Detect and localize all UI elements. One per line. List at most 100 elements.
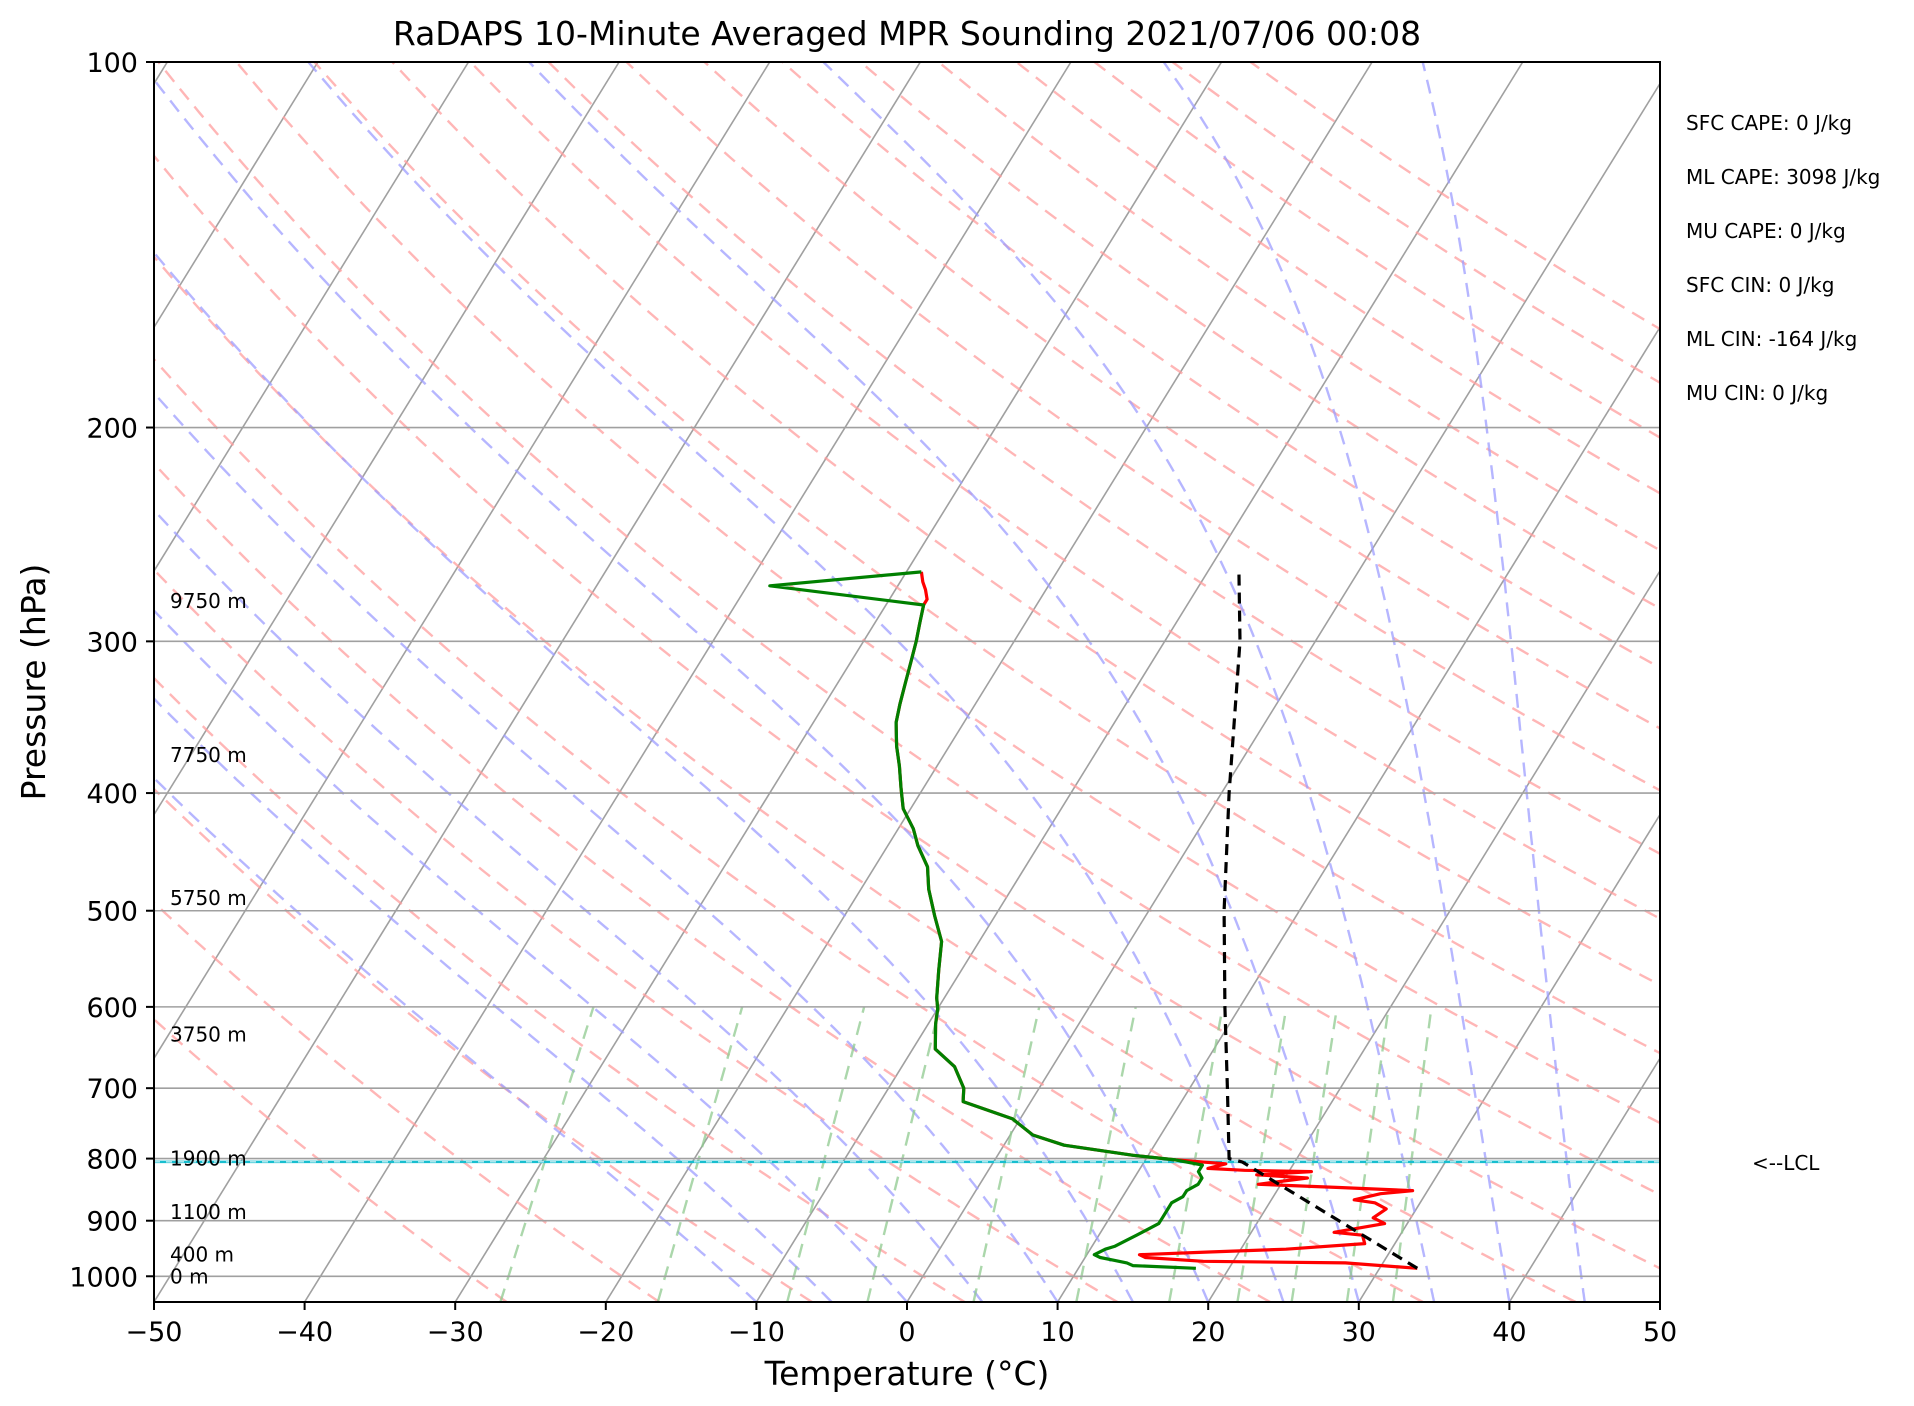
isotherm-line: [154, 62, 319, 329]
isotherm-line: [154, 62, 771, 1060]
y-tick-label: 500: [86, 897, 138, 928]
isotherm-line: [1207, 569, 1660, 1302]
mixing-ratio-line: [1290, 1006, 1339, 1302]
isotherm-line: [154, 62, 922, 1302]
y-axis-ticks: 100 200 300 400 500 600 700 800 900 1000: [69, 48, 154, 1293]
stat-annotation: MU CIN: 0 J/kg: [1686, 381, 1828, 405]
dry-adiabat-line: [1249, 62, 1660, 331]
moist-adiabat-line: [528, 62, 1360, 1302]
dry-adiabat-line: [391, 62, 1660, 987]
moist-adiabat-line: [307, 62, 1285, 1302]
x-axis-ticks: −50 −40 −30 −20 −10 0 10 20 30 40 50: [126, 1302, 1677, 1348]
x-tick-label: 10: [1040, 1317, 1074, 1348]
x-tick-label: −30: [427, 1317, 484, 1348]
chart-title: RaDAPS 10-Minute Averaged MPR Sounding 2…: [393, 14, 1421, 53]
y-tick-label: 600: [86, 993, 138, 1024]
stat-annotation: ML CAPE: 3098 J/kg: [1686, 165, 1880, 189]
isotherm-line: [1056, 325, 1660, 1302]
x-tick-label: −40: [276, 1317, 333, 1348]
x-tick-label: 0: [898, 1317, 915, 1348]
isotherm-line: [755, 62, 1524, 1302]
mixing-ratio-line: [499, 1006, 595, 1302]
y-tick-label: 300: [86, 627, 138, 658]
isotherm-line: [906, 82, 1660, 1302]
dry-adiabat-line: [154, 568, 1119, 1302]
mixing-ratio-line: [1236, 1006, 1288, 1302]
moist-adiabat-line: [154, 508, 984, 1302]
dry-adiabat-line: [703, 62, 1660, 730]
y-tick-label: 800: [86, 1145, 138, 1176]
moist-adiabat-line: [1421, 62, 1586, 1302]
dry-adiabat-line: [937, 62, 1660, 552]
dry-adiabat-line: [154, 357, 1424, 1302]
mixing-ratio-line: [972, 1006, 1041, 1302]
moist-adiabat-line: [154, 250, 1134, 1302]
height-label: 0 m: [170, 1264, 209, 1288]
y-tick-label: 1000: [69, 1262, 138, 1293]
isotherm-line: [303, 62, 1072, 1302]
x-tick-label: 30: [1342, 1317, 1376, 1348]
dry-adiabat-line: [154, 787, 813, 1302]
y-tick-label: 900: [86, 1207, 138, 1238]
x-tick-label: −10: [728, 1317, 785, 1348]
height-labels: 9750 m 7750 m 5750 m 3750 m 1900 m 1100 m 400 …: [170, 589, 247, 1288]
stat-annotation: ML CIN: -164 J/kg: [1686, 327, 1857, 351]
dry-adiabat-line: [154, 1017, 508, 1302]
height-label: 7750 m: [170, 743, 247, 767]
y-tick-label: 100: [86, 48, 138, 79]
isotherm-line: [605, 62, 1373, 1302]
mixing-ratio-line: [786, 1006, 866, 1302]
isotherm-line: [1508, 1056, 1660, 1302]
stat-annotation: MU CAPE: 0 J/kg: [1686, 219, 1846, 243]
mixing-ratio-line: [1168, 1006, 1224, 1302]
mixing-ratio-line: [1075, 1006, 1137, 1302]
y-axis-title: Pressure (hPa): [14, 564, 53, 801]
parcel-profile-line: [1222, 569, 1419, 1270]
isotherm-line: [154, 62, 470, 573]
y-tick-label: 200: [86, 414, 138, 445]
moist-adiabat-line: [822, 62, 1436, 1302]
dry-adiabat-line: [1093, 62, 1660, 439]
moist-adiabat-line: [154, 77, 1210, 1302]
isotherm-line: [454, 62, 1223, 1302]
x-tick-label: 20: [1191, 1317, 1225, 1348]
background-lines: [154, 62, 1914, 1302]
stat-annotation: SFC CAPE: 0 J/kg: [1686, 111, 1852, 135]
dry-adiabat-line: [154, 254, 1577, 1302]
x-tick-label: 40: [1492, 1317, 1526, 1348]
mixing-ratio-line: [1391, 1006, 1433, 1302]
dry-adiabat-line: [154, 461, 1271, 1302]
x-tick-label: −20: [577, 1317, 634, 1348]
height-label: 5750 m: [170, 886, 247, 910]
isotherm-line: [154, 62, 620, 817]
height-label: 9750 m: [170, 589, 247, 613]
dry-adiabat-line: [313, 62, 1660, 1055]
height-label: 1100 m: [170, 1200, 247, 1224]
annotations: SFC CAPE: 0 J/kg ML CAPE: 3098 J/kg MU CAP…: [1686, 111, 1880, 405]
moist-adiabat-line: [154, 608, 908, 1302]
x-tick-label: 50: [1643, 1317, 1677, 1348]
y-tick-label: 700: [86, 1074, 138, 1105]
mixing-ratio-line: [866, 1006, 941, 1302]
moist-adiabat-line: [154, 697, 833, 1302]
isotherm-line: [1811, 62, 1914, 1302]
height-label: 3750 m: [170, 1022, 247, 1046]
pressure-gridlines: [154, 61, 1660, 1278]
dry-adiabat-line: [1015, 62, 1660, 495]
isotherm-line: [1659, 1300, 1660, 1302]
moist-adiabat-line: [154, 391, 1059, 1302]
dry-adiabat-line: [235, 62, 1660, 1125]
dry-adiabat-line: [154, 900, 660, 1302]
dry-adiabat-line: [1171, 62, 1660, 385]
dewpoint-line: [768, 570, 1205, 1270]
isotherm-line: [1358, 813, 1660, 1302]
x-tick-label: −50: [126, 1317, 183, 1348]
mixing-ratio-line: [1345, 1006, 1390, 1302]
dry-adiabat-line: [781, 62, 1660, 670]
dry-adiabat-line: [154, 153, 1660, 1270]
moist-adiabat-line: [154, 776, 758, 1302]
dry-adiabat-line: [157, 62, 1660, 1197]
moist-adiabat-line: [1162, 62, 1511, 1302]
x-axis-title: Temperature (°C): [764, 1354, 1050, 1393]
